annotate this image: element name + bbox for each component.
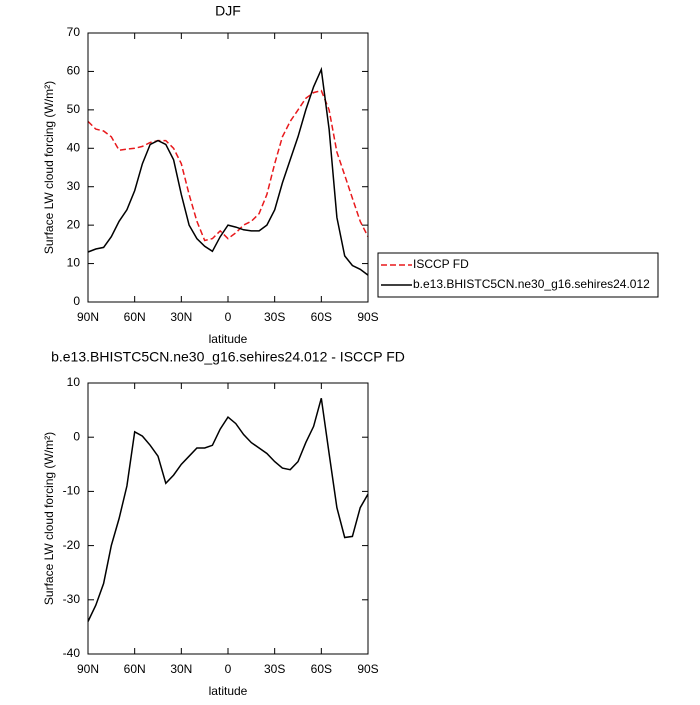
x-tick-label: 90N — [77, 662, 99, 676]
y-tick-label: 20 — [67, 217, 81, 231]
y-tick-label: 70 — [67, 25, 81, 39]
legend-label: b.e13.BHISTC5CN.ne30_g16.sehires24.012 — [413, 277, 650, 291]
x-axis-label: latitude — [209, 332, 248, 346]
plot-frame — [87, 382, 369, 655]
y-tick-label: -10 — [63, 484, 81, 498]
data-line — [87, 398, 369, 622]
y-axis-label: Surface LW cloud forcing (W/m²) — [42, 432, 56, 605]
chart-title: b.e13.BHISTC5CN.ne30_g16.sehires24.012 -… — [51, 349, 405, 365]
x-tick-label: 0 — [225, 662, 232, 676]
y-tick-label: 40 — [67, 140, 81, 154]
x-tick-label: 30S — [264, 310, 285, 324]
y-tick-label: -20 — [63, 538, 81, 552]
y-tick-label: 60 — [67, 64, 81, 78]
x-tick-label: 60N — [124, 310, 146, 324]
x-tick-label: 90S — [357, 310, 378, 324]
data-line — [87, 66, 369, 276]
x-tick-label: 90N — [77, 310, 99, 324]
y-tick-label: 0 — [73, 429, 80, 443]
y-tick-label: 10 — [67, 375, 81, 389]
x-tick-label: 0 — [225, 310, 232, 324]
x-axis-label: latitude — [209, 684, 248, 698]
y-tick-label: 10 — [67, 256, 81, 270]
x-tick-label: 30N — [170, 662, 192, 676]
x-tick-label: 30N — [170, 310, 192, 324]
y-axis-label: Surface LW cloud forcing (W/m²) — [42, 81, 56, 254]
data-line — [87, 89, 369, 242]
y-tick-label: -40 — [63, 646, 81, 660]
x-tick-label: 30S — [264, 662, 285, 676]
x-tick-label: 60S — [311, 310, 332, 324]
x-tick-label: 60N — [124, 662, 146, 676]
legend-box — [377, 252, 659, 298]
chart-title: DJF — [215, 3, 241, 19]
y-tick-label: 50 — [67, 102, 81, 116]
x-tick-label: 90S — [357, 662, 378, 676]
plot-frame — [87, 32, 369, 303]
x-tick-label: 60S — [311, 662, 332, 676]
legend-label: ISCCP FD — [413, 257, 469, 271]
y-tick-label: -30 — [63, 592, 81, 606]
y-tick-label: 30 — [67, 179, 81, 193]
y-tick-label: 0 — [73, 294, 80, 308]
